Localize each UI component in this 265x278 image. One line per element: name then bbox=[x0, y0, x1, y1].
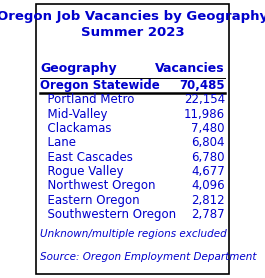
Text: Lane: Lane bbox=[40, 136, 76, 149]
Text: 6,780: 6,780 bbox=[191, 151, 225, 164]
Text: Clackamas: Clackamas bbox=[40, 122, 112, 135]
Text: 6,804: 6,804 bbox=[191, 136, 225, 149]
Text: Oregon Statewide: Oregon Statewide bbox=[40, 79, 160, 92]
Text: Mid-Valley: Mid-Valley bbox=[40, 108, 108, 121]
Text: Portland Metro: Portland Metro bbox=[40, 93, 135, 106]
Text: 22,154: 22,154 bbox=[184, 93, 225, 106]
Text: Source: Oregon Employment Department: Source: Oregon Employment Department bbox=[40, 252, 257, 262]
Text: Northwest Oregon: Northwest Oregon bbox=[40, 179, 156, 192]
Text: 4,096: 4,096 bbox=[191, 179, 225, 192]
Text: 2,787: 2,787 bbox=[191, 208, 225, 221]
Text: 11,986: 11,986 bbox=[184, 108, 225, 121]
Text: Geography: Geography bbox=[40, 62, 117, 75]
Text: Eastern Oregon: Eastern Oregon bbox=[40, 193, 140, 207]
Text: Unknown/multiple regions excluded: Unknown/multiple regions excluded bbox=[40, 229, 227, 239]
Text: East Cascades: East Cascades bbox=[40, 151, 133, 164]
Text: 70,485: 70,485 bbox=[179, 79, 225, 92]
Text: 4,677: 4,677 bbox=[191, 165, 225, 178]
Text: 7,480: 7,480 bbox=[191, 122, 225, 135]
Text: 2,812: 2,812 bbox=[191, 193, 225, 207]
Text: Oregon Job Vacancies by Geography
Summer 2023: Oregon Job Vacancies by Geography Summer… bbox=[0, 10, 265, 39]
Text: Vacancies: Vacancies bbox=[155, 62, 225, 75]
Text: Rogue Valley: Rogue Valley bbox=[40, 165, 124, 178]
Text: Southwestern Oregon: Southwestern Oregon bbox=[40, 208, 176, 221]
